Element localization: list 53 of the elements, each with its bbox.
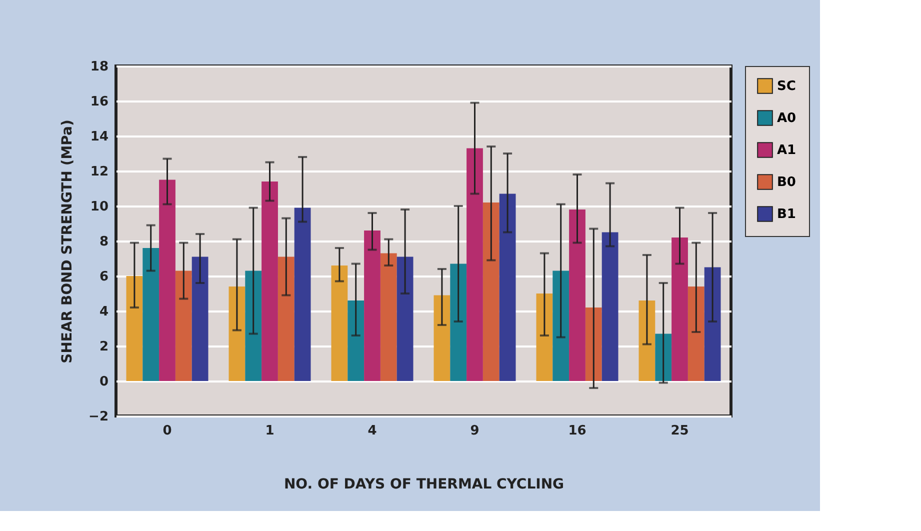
bar xyxy=(602,232,618,381)
x-tick-label: 9 xyxy=(470,424,480,438)
bar xyxy=(569,210,586,381)
bar xyxy=(228,286,246,381)
legend-label: B0 xyxy=(777,175,796,190)
bar xyxy=(552,270,570,381)
bar xyxy=(380,253,397,381)
y-tick-label: 16 xyxy=(90,94,108,110)
bar xyxy=(245,270,262,381)
bar xyxy=(175,270,192,381)
bar xyxy=(688,286,704,381)
bar xyxy=(536,294,553,381)
y-tick-label: 6 xyxy=(99,270,108,284)
legend-label: B1 xyxy=(777,207,796,222)
bar xyxy=(434,295,450,381)
legend-label: A0 xyxy=(777,111,796,126)
y-tick-label: 18 xyxy=(90,60,108,74)
bar xyxy=(294,208,311,381)
bar xyxy=(704,267,721,381)
bar xyxy=(348,300,364,381)
bar xyxy=(585,308,602,381)
bar xyxy=(278,256,294,381)
bar xyxy=(159,180,176,381)
x-tick-label: 16 xyxy=(568,424,586,438)
bar xyxy=(142,248,160,381)
bar xyxy=(482,202,500,381)
y-tick-label: 8 xyxy=(99,234,108,250)
bar xyxy=(364,230,380,381)
bar xyxy=(331,266,348,381)
y-axis-title: SHEAR BOND STRENGTH (MPa) xyxy=(60,120,76,364)
bar xyxy=(466,148,483,381)
bar xyxy=(396,256,414,381)
y-tick-label: 14 xyxy=(90,130,108,144)
x-axis-title: NO. OF DAYS OF THERMAL CYCLING xyxy=(284,476,564,492)
y-tick-label: 12 xyxy=(90,164,108,180)
y-tick-label: 2 xyxy=(99,340,108,354)
legend-label: A1 xyxy=(777,143,796,158)
legend-label: SC xyxy=(777,79,796,94)
y-tick-label: −2 xyxy=(88,410,108,424)
x-tick-label: 1 xyxy=(265,424,274,438)
bar xyxy=(450,264,467,381)
bar xyxy=(262,182,278,381)
bar xyxy=(672,238,688,381)
bar xyxy=(126,276,143,381)
y-tick-label: 0 xyxy=(99,374,108,390)
y-tick-label: 4 xyxy=(99,304,108,320)
x-tick-label: 4 xyxy=(368,424,377,438)
bar xyxy=(499,194,516,381)
x-tick-label: 25 xyxy=(670,424,689,438)
bar xyxy=(638,300,656,381)
x-tick-label: 0 xyxy=(162,424,172,438)
y-tick-label: 10 xyxy=(90,200,108,214)
bar xyxy=(192,256,208,381)
